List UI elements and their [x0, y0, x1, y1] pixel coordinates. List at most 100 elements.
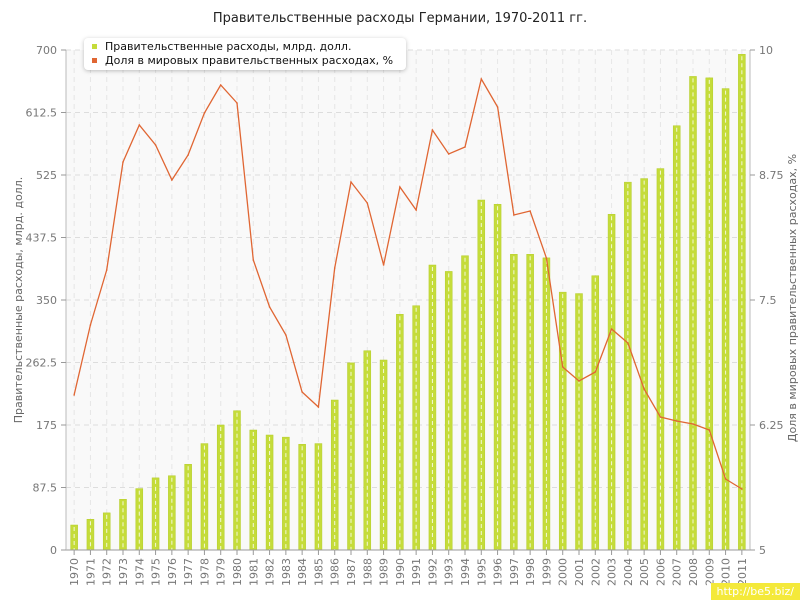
share-point-1991	[415, 209, 417, 211]
share-point-1972	[105, 269, 108, 271]
share-point-1980	[236, 102, 238, 104]
x-tick-label: 1985	[312, 558, 325, 586]
share-point-1975	[154, 144, 157, 146]
share-point-2005	[643, 388, 645, 390]
share-point-2004	[627, 342, 629, 344]
x-tick-label: 1975	[150, 558, 163, 586]
share-point-1988	[366, 202, 369, 204]
left-tick-label: 175	[36, 419, 57, 432]
share-point-1989	[382, 264, 385, 266]
x-tick-label: 2007	[671, 558, 684, 586]
share-line	[73, 77, 743, 490]
x-tick-label: 1989	[378, 558, 391, 586]
share-point-2003	[610, 328, 613, 330]
legend-item-spending[interactable]: Правительственные расходы, млрд. долл.	[92, 40, 351, 54]
share-point-1978	[203, 112, 206, 114]
x-tick-label: 1994	[459, 558, 472, 586]
right-tick-label: 8.75	[759, 169, 784, 182]
share-point-1977	[187, 154, 189, 156]
x-tick-label: 1988	[361, 558, 374, 586]
legend-label-share: Доля в мировых правительственных расхода…	[105, 54, 394, 67]
share-point-1986	[333, 267, 336, 269]
share-point-1979	[219, 84, 222, 86]
right-axis-label: Доля в мировых правительственных расхода…	[786, 154, 799, 442]
share-point-1997	[513, 214, 515, 216]
legend-label-spending: Правительственные расходы, млрд. долл.	[105, 40, 352, 53]
share-point-1970	[73, 394, 75, 396]
left-axis-ticks: 0 87.5 175 262.5 350 437.5 525 612.5 700	[26, 44, 66, 557]
x-tick-label: 1998	[524, 558, 537, 586]
x-tick-label: 1978	[198, 558, 211, 586]
horizontal-grid	[66, 49, 750, 488]
share-point-1996	[496, 106, 499, 108]
x-tick-label: 1995	[475, 558, 488, 586]
share-point-2010	[724, 478, 727, 480]
x-tick-label: 1999	[540, 558, 553, 586]
watermark[interactable]: http://be5.biz/	[710, 583, 800, 600]
share-point-2008	[692, 423, 694, 425]
right-tick-label: 5	[759, 544, 766, 557]
x-tick-label: 1983	[280, 558, 293, 586]
x-tick-label: 1980	[231, 558, 244, 586]
x-tick-label: 1974	[133, 558, 146, 586]
share-point-1992	[431, 129, 434, 131]
x-tick-label: 2000	[557, 558, 570, 586]
share-point-1974	[138, 124, 141, 126]
x-tick-label: 1982	[264, 558, 277, 586]
x-tick-label: 2010	[720, 558, 733, 586]
left-tick-label: 0	[50, 544, 57, 557]
share-point-2001	[578, 380, 580, 382]
x-tick-label: 1973	[117, 558, 130, 586]
x-tick-label: 1970	[68, 558, 81, 586]
x-tick-label: 2008	[687, 558, 700, 586]
share-point-1971	[89, 324, 92, 326]
share-point-1985	[317, 406, 320, 408]
x-tick-label: 1976	[166, 558, 179, 586]
right-tick-label: 6.25	[759, 419, 784, 432]
share-point-1984	[301, 391, 303, 393]
x-tick-label: 1979	[215, 558, 228, 586]
x-tick-label: 1990	[394, 558, 407, 586]
bar-series	[70, 54, 746, 551]
x-tick-label: 2005	[638, 558, 651, 586]
share-point-1998	[529, 210, 531, 212]
share-point-2002	[594, 371, 597, 373]
x-axis-ticks: 1970 1971 1972 1973 1974 1975 1976 1977 1978 1979…	[68, 550, 749, 586]
left-tick-label: 262.5	[26, 357, 58, 370]
x-tick-label: 2006	[654, 558, 667, 586]
legend: Правительственные расходы, млрд. долл. Д…	[84, 38, 406, 70]
share-point-1999	[545, 257, 548, 259]
x-tick-label: 1972	[101, 558, 114, 586]
share-point-1995	[480, 78, 483, 80]
share-point-1994	[464, 146, 466, 148]
share-point-1990	[399, 186, 401, 188]
left-tick-label: 87.5	[33, 482, 58, 495]
x-tick-label: 2003	[606, 558, 619, 586]
bar-1980	[233, 410, 241, 551]
right-axis-ticks: 5 6.25 7.5 8.75 10	[750, 44, 784, 557]
x-tick-label: 1977	[182, 558, 195, 586]
x-tick-label: 2004	[622, 558, 635, 586]
x-tick-label: 2011	[736, 558, 749, 586]
share-point-2000	[561, 366, 564, 368]
left-tick-label: 700	[36, 44, 57, 57]
x-tick-label: 1986	[329, 558, 342, 586]
x-tick-label: 2002	[589, 558, 602, 586]
share-point-2009	[708, 429, 711, 431]
x-tick-label: 1981	[247, 558, 260, 586]
left-tick-label: 612.5	[26, 107, 58, 120]
share-point-1981	[252, 259, 255, 261]
x-tick-label: 1991	[410, 558, 423, 586]
share-point-2007	[675, 420, 678, 422]
legend-item-share[interactable]: Доля в мировых правительственных расхода…	[92, 54, 393, 68]
line-series	[73, 77, 743, 490]
right-tick-label: 10	[759, 44, 773, 57]
x-tick-label: 1971	[84, 558, 97, 586]
chart-title: Правительственные расходы Германии, 1970…	[213, 11, 587, 26]
left-tick-label: 525	[36, 169, 57, 182]
x-tick-label: 1992	[426, 558, 439, 586]
right-tick-label: 7.5	[759, 294, 777, 307]
share-point-2011	[741, 488, 743, 490]
share-point-1976	[171, 179, 173, 181]
